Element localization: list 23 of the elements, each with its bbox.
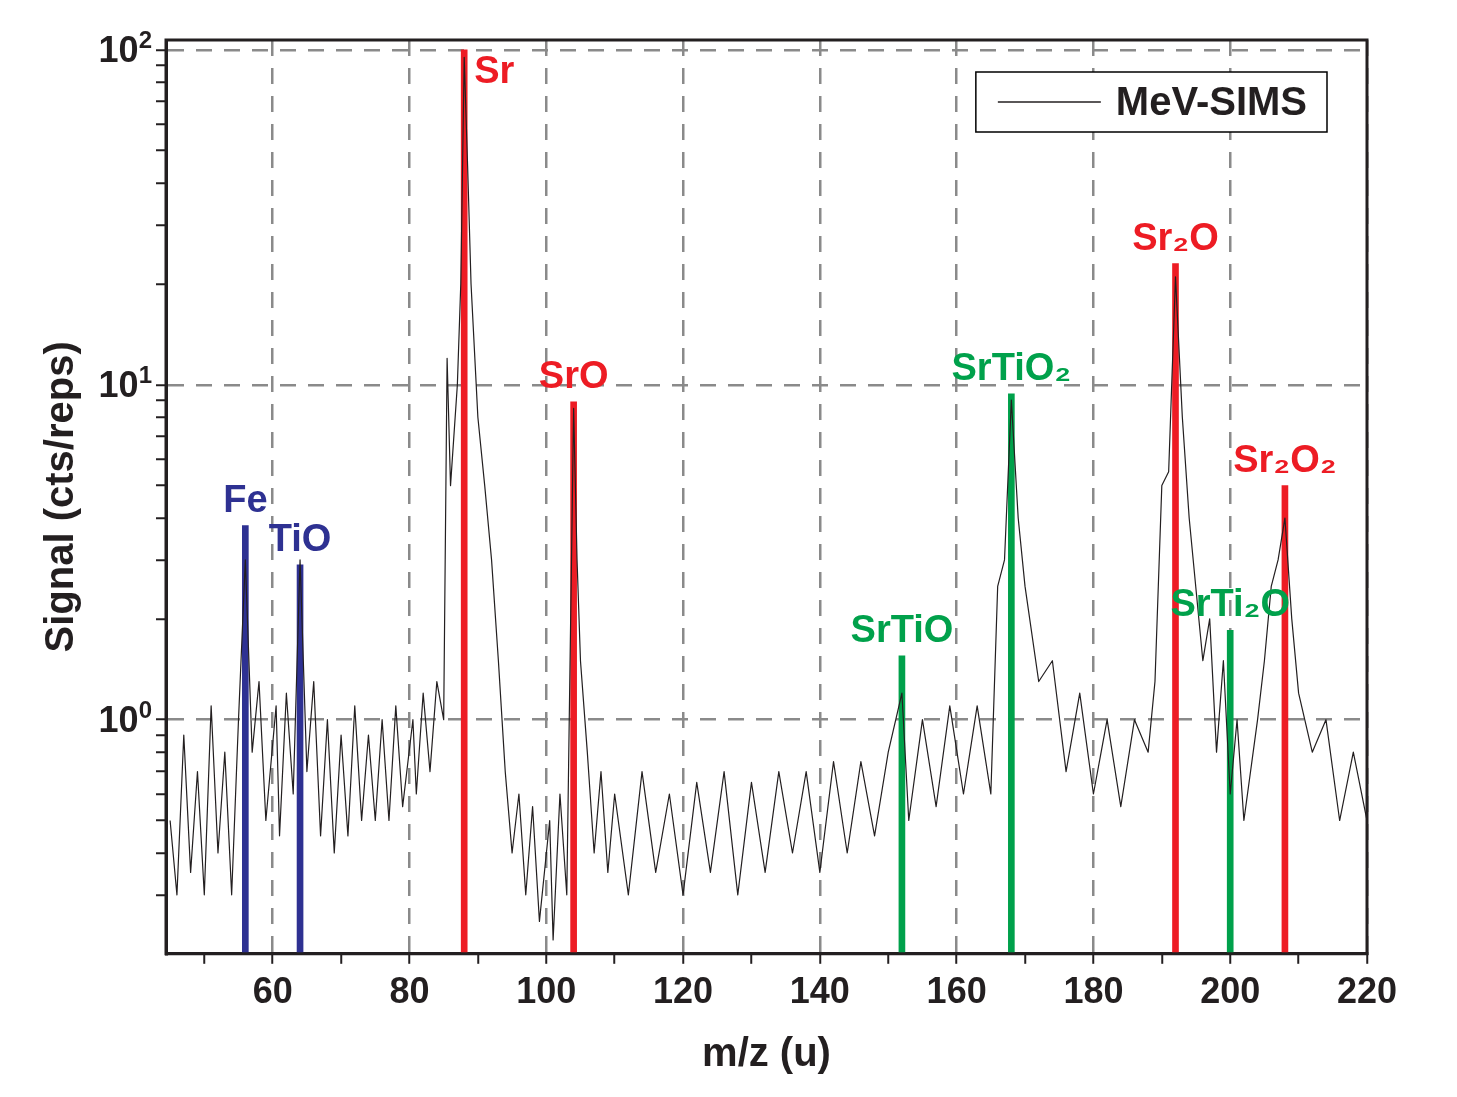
x-tick-label: 80 xyxy=(389,970,430,1012)
x-tick-label: 160 xyxy=(926,970,987,1012)
annotation: SrTiO₂ xyxy=(951,345,1072,388)
x-tick-label: 100 xyxy=(516,970,577,1012)
annotation: Sr xyxy=(474,49,515,92)
annotation: Sr₂O xyxy=(1132,215,1219,258)
legend-label: MeV-SIMS xyxy=(1115,79,1307,124)
x-tick-label: 220 xyxy=(1336,970,1398,1012)
y-tick-label: 10$^{0}$ xyxy=(98,695,152,740)
x-tick-label: 140 xyxy=(789,970,850,1012)
x-tick-label: 180 xyxy=(1063,970,1124,1012)
x-tick-label: 200 xyxy=(1200,970,1261,1012)
annotation: Sr₂O₂ xyxy=(1233,437,1337,480)
y-tick-label: 10$^{1}$ xyxy=(98,360,152,405)
annotation: SrTiO xyxy=(850,607,954,650)
annotation: TiO xyxy=(268,516,332,559)
y-tick-label: 10$^{2}$ xyxy=(98,25,152,70)
x-axis-title: m/z (u) xyxy=(702,1030,831,1075)
x-tick-label: 60 xyxy=(252,970,293,1012)
y-axis-title: Signal (cts/reps) xyxy=(37,341,82,653)
annotation: SrO xyxy=(538,353,609,396)
x-tick-label: 120 xyxy=(653,970,714,1012)
annotation: Fe xyxy=(223,477,268,520)
